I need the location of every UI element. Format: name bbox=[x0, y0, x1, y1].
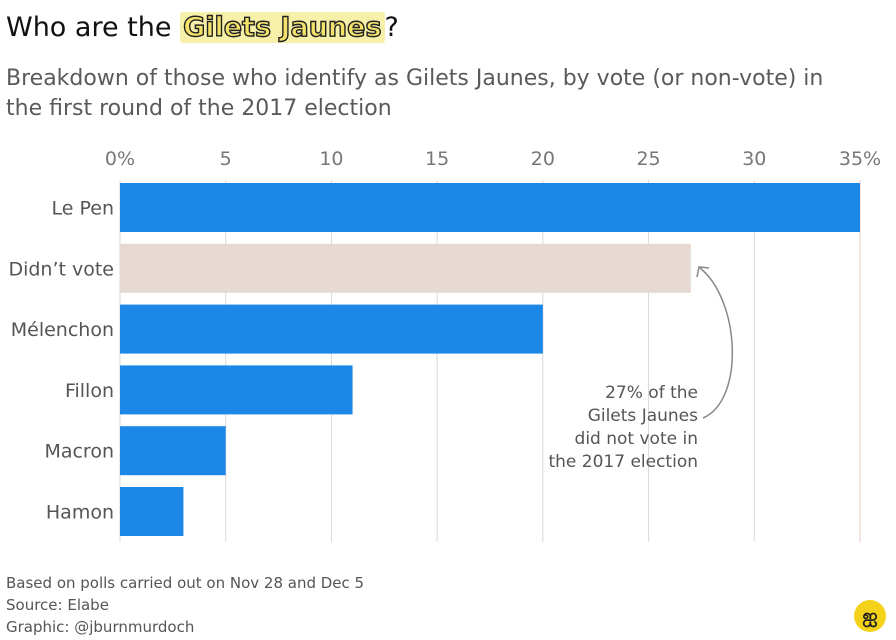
category-label: Macron bbox=[44, 441, 114, 463]
bar bbox=[120, 183, 860, 232]
annotation-text: 27% of the bbox=[605, 383, 698, 403]
bar-chart: 0% 5 10 15 20 25 30 35% Le Pen Didn’t vote Mélench… bbox=[8, 148, 881, 542]
chart-title: Who are the Gilets Jaunes? bbox=[6, 11, 399, 44]
annotation-text: the 2017 election bbox=[548, 452, 698, 472]
ft-logo-icon: ஐ bbox=[854, 600, 886, 632]
category-label: Le Pen bbox=[52, 198, 115, 220]
title-suffix: ? bbox=[384, 12, 399, 43]
bar bbox=[120, 243, 691, 293]
annotation-arrowhead bbox=[696, 266, 710, 278]
annotation-text: Gilets Jaunes bbox=[588, 406, 698, 426]
x-tick-label: 20 bbox=[531, 148, 555, 170]
x-tick-label: 0% bbox=[105, 148, 135, 170]
chart-subtitle: Breakdown of those who identify as Gilet… bbox=[6, 66, 824, 121]
annotation-arrow bbox=[699, 267, 734, 419]
x-tick-label: 35% bbox=[839, 148, 881, 170]
bar bbox=[120, 426, 226, 476]
x-tick-label: 5 bbox=[220, 148, 232, 170]
x-tick-label: 30 bbox=[742, 148, 766, 170]
footnote: Based on polls carried out on Nov 28 and… bbox=[6, 574, 365, 592]
x-tick-label: 25 bbox=[636, 148, 660, 170]
bar bbox=[120, 304, 543, 354]
category-label: Hamon bbox=[46, 502, 114, 524]
chart-footer: Based on polls carried out on Nov 28 and… bbox=[6, 572, 364, 638]
category-label: Mélenchon bbox=[11, 319, 114, 341]
graphic-credit: Graphic: @jburnmurdoch bbox=[6, 618, 195, 636]
category-label: Fillon bbox=[65, 380, 114, 402]
source-credit: Source: Elabe bbox=[6, 596, 109, 614]
bar bbox=[120, 365, 353, 415]
x-tick-label: 10 bbox=[319, 148, 343, 170]
x-tick-label: 15 bbox=[425, 148, 449, 170]
bar bbox=[120, 487, 184, 536]
annotation-text: did not vote in bbox=[575, 429, 698, 449]
title-prefix: Who are the bbox=[6, 12, 181, 43]
title-highlight: Gilets Jaunes bbox=[180, 11, 385, 44]
category-label: Didn’t vote bbox=[8, 258, 114, 280]
